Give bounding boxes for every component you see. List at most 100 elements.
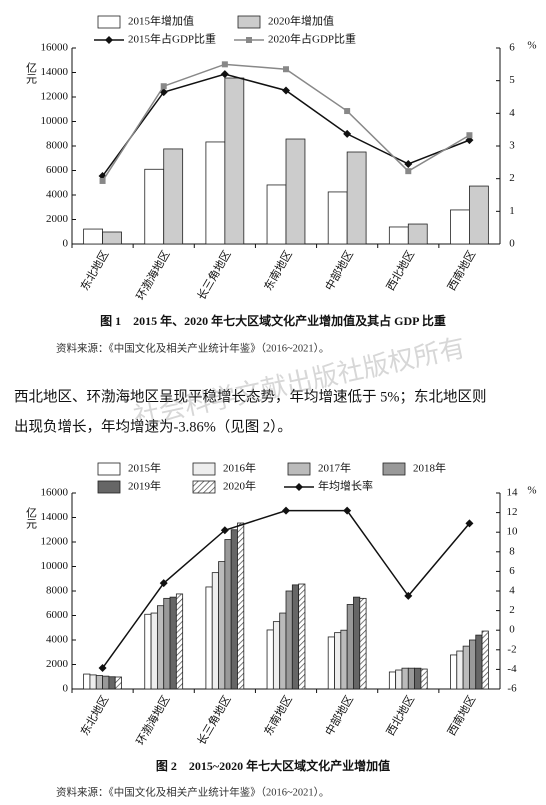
bar xyxy=(346,151,367,245)
y-tick-label: 0 xyxy=(63,683,69,695)
line-marker xyxy=(343,129,352,138)
bar xyxy=(388,226,409,245)
legend-label: 2019年 xyxy=(128,479,161,493)
x-tick-label: 东南地区 xyxy=(262,693,295,738)
bar xyxy=(156,605,165,690)
legend-label: 2015年 xyxy=(128,461,161,475)
legend-marker xyxy=(246,37,252,43)
legend-label: 2020年增加值 xyxy=(268,14,334,28)
line-marker xyxy=(160,83,167,90)
bar xyxy=(395,669,403,690)
legend-swatch xyxy=(97,462,121,476)
bar xyxy=(407,223,428,245)
y2-tick-label: 10 xyxy=(507,526,519,538)
line-marker xyxy=(466,132,473,139)
y2-tick-label: 8 xyxy=(509,545,515,557)
legend-marker xyxy=(295,483,303,491)
bar xyxy=(327,191,348,245)
y2-tick-label: 4 xyxy=(509,585,515,597)
x-tick-label: 西南地区 xyxy=(445,248,478,293)
bar xyxy=(211,572,219,690)
line-marker xyxy=(344,108,351,115)
bar xyxy=(450,654,458,690)
bar xyxy=(469,185,489,245)
bar xyxy=(205,586,213,690)
y-tick-label: 16000 xyxy=(41,487,69,499)
figure-source: 资料来源：《中国文化及相关产业统计年鉴》（2016~2021）。 xyxy=(56,341,329,354)
x-tick-label: 中部地区 xyxy=(322,248,356,293)
y-tick-label: 10000 xyxy=(41,560,69,572)
legend-swatch xyxy=(287,462,311,476)
y2-tick-label: -4 xyxy=(507,663,517,675)
y2-tick-label: 5 xyxy=(509,74,515,86)
y-tick-label: 14000 xyxy=(41,66,69,78)
bar xyxy=(353,596,361,690)
x-tick-label: 东北地区 xyxy=(78,693,111,738)
y-tick-label: 4000 xyxy=(46,189,69,201)
y-tick-label: 12000 xyxy=(41,536,69,548)
legend-marker xyxy=(105,36,113,44)
y-tick-label: 2000 xyxy=(46,658,69,670)
legend-swatch xyxy=(237,15,261,29)
x-tick-label: 长三角地区 xyxy=(195,693,234,747)
y-tick-label: 0 xyxy=(63,238,69,250)
y2-tick-label: 6 xyxy=(509,42,515,54)
y2-tick-label: -2 xyxy=(507,643,516,655)
y-axis-label: 亿元 xyxy=(24,62,37,84)
line-marker xyxy=(404,159,413,168)
bar xyxy=(327,636,335,690)
bar xyxy=(89,674,97,690)
x-tick-label: 中部地区 xyxy=(322,693,356,738)
y2-tick-label: 0 xyxy=(509,624,515,636)
bar xyxy=(462,645,470,690)
y2-axis-label: % xyxy=(527,485,536,497)
y2-axis-label: % xyxy=(527,40,536,52)
bar xyxy=(266,629,274,690)
bar xyxy=(237,522,245,690)
bar xyxy=(102,675,110,690)
bar xyxy=(114,676,122,690)
bar xyxy=(218,561,226,690)
bar xyxy=(298,583,306,690)
y-axis-label: 亿元 xyxy=(24,507,37,529)
y2-tick-label: 2 xyxy=(509,172,515,184)
x-tick-label: 东北地区 xyxy=(78,248,111,293)
bar xyxy=(83,228,103,245)
bar xyxy=(456,650,464,690)
y-tick-label: 8000 xyxy=(46,140,69,152)
bar xyxy=(285,138,306,245)
line-marker xyxy=(283,66,289,73)
legend-label: 2015年占GDP比重 xyxy=(128,32,216,46)
y2-tick-label: -6 xyxy=(507,683,517,695)
y-tick-label: 6000 xyxy=(46,609,69,621)
bar xyxy=(163,148,184,245)
bar xyxy=(108,676,116,690)
legend-swatch xyxy=(192,480,216,494)
line-marker xyxy=(404,591,413,600)
legend-label: 2020年 xyxy=(223,479,256,493)
y2-tick-label: 6 xyxy=(509,565,515,577)
bar xyxy=(481,630,489,690)
bar xyxy=(266,184,287,245)
y-tick-label: 2000 xyxy=(46,213,69,225)
legend-label: 2020年占GDP比重 xyxy=(268,32,356,46)
line-marker xyxy=(159,579,168,588)
bar xyxy=(163,597,171,690)
legend-label: 2018年 xyxy=(413,461,446,475)
bar xyxy=(346,604,354,690)
bar xyxy=(230,529,238,690)
figure-source: 资料来源：《中国文化及相关产业统计年鉴》（2016~2021）。 xyxy=(56,785,329,798)
line-marker xyxy=(465,519,474,528)
line-marker xyxy=(282,86,290,95)
bar xyxy=(224,539,232,690)
bar xyxy=(450,209,470,245)
bar xyxy=(401,667,409,690)
bar xyxy=(272,621,281,690)
line-marker xyxy=(343,506,352,515)
bar xyxy=(224,77,245,245)
x-tick-label: 西北地区 xyxy=(384,248,417,293)
bar xyxy=(340,629,348,690)
line-marker xyxy=(220,70,229,79)
